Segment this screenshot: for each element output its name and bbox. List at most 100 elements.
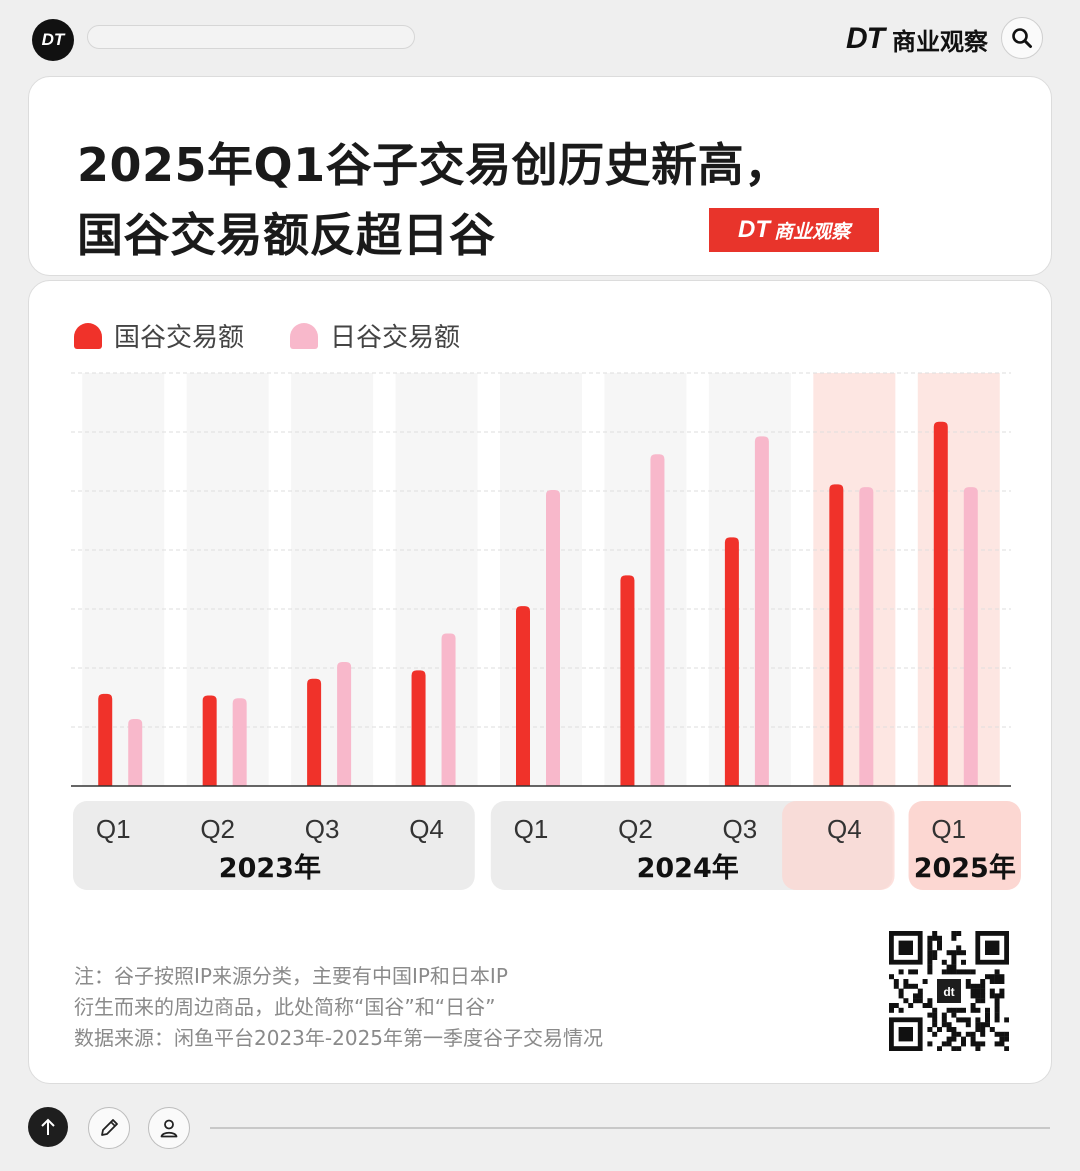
qr-module bbox=[951, 969, 957, 975]
chart-title-line-2: 国谷交易额反超日谷 bbox=[77, 208, 496, 262]
column-band bbox=[708, 373, 791, 786]
chart-card: 国谷交易额 日谷交易额 Q1 Q2 Q3 Q4 2023年 Q1 Q2 Q3 Q4 2024年 Q1… bbox=[28, 280, 1052, 1084]
qr-module bbox=[1004, 1046, 1009, 1051]
edit-button[interactable] bbox=[88, 1107, 130, 1149]
footnote-line-2: 衍生而来的周边商品，此处简称“国谷”和“日谷” bbox=[74, 995, 496, 1019]
qr-module bbox=[989, 988, 995, 994]
profile-button[interactable] bbox=[148, 1107, 190, 1149]
qr-module bbox=[994, 993, 1000, 999]
qr-module bbox=[932, 1012, 938, 1018]
qr-module bbox=[975, 983, 981, 989]
bar-domestic bbox=[202, 695, 217, 786]
footnote: 注：谷子按照IP来源分类，主要有中国IP和日本IP 衍生而来的周边商品，此处简称… bbox=[74, 961, 603, 1054]
qr-module bbox=[908, 983, 914, 989]
qr-module bbox=[951, 964, 957, 970]
qr-module bbox=[961, 1007, 966, 1013]
qr-module bbox=[975, 1041, 981, 1047]
column-band bbox=[395, 373, 478, 786]
bottom-divider bbox=[210, 1127, 1050, 1129]
search-button[interactable] bbox=[1001, 17, 1043, 59]
qr-module bbox=[927, 1003, 933, 1008]
qr-module bbox=[994, 998, 1000, 1004]
bar-chart: Q1 Q2 Q3 Q4 2023年 Q1 Q2 Q3 Q4 2024年 Q1 2025年 bbox=[71, 372, 1021, 890]
qr-module bbox=[932, 931, 938, 936]
bar-japanese bbox=[754, 436, 769, 786]
qr-module bbox=[975, 1007, 981, 1013]
bar-domestic bbox=[933, 421, 948, 786]
top-bar: DT DT 商业观察 bbox=[0, 0, 1080, 76]
column-band bbox=[186, 373, 269, 786]
qr-module bbox=[951, 950, 957, 956]
qr-module bbox=[927, 950, 933, 956]
qr-module bbox=[999, 1031, 1005, 1037]
qr-module bbox=[965, 983, 971, 989]
qr-module bbox=[927, 945, 933, 951]
qr-module bbox=[932, 950, 938, 956]
dt-logo[interactable]: DT bbox=[32, 19, 74, 61]
year-label: 2024年 bbox=[637, 852, 739, 884]
qr-module bbox=[994, 979, 1000, 984]
footnote-line-1: 注：谷子按照IP来源分类，主要有中国IP和日本IP bbox=[74, 964, 508, 988]
qr-module bbox=[889, 974, 894, 980]
qr-module bbox=[1004, 1031, 1009, 1037]
qr-module bbox=[941, 959, 947, 965]
qr-module bbox=[994, 969, 1000, 975]
qr-module bbox=[989, 979, 995, 984]
bar-japanese bbox=[963, 487, 978, 786]
qr-module bbox=[970, 969, 976, 975]
brand-logo: DT 商业观察 bbox=[846, 20, 988, 58]
qr-code[interactable]: dt bbox=[889, 931, 1009, 1051]
qr-module bbox=[980, 1022, 986, 1028]
qr-finder bbox=[985, 940, 1000, 955]
qr-module bbox=[937, 940, 942, 946]
qr-module bbox=[994, 1007, 1000, 1013]
scroll-top-button[interactable] bbox=[28, 1107, 68, 1147]
qr-module bbox=[994, 1012, 1000, 1018]
qr-module bbox=[889, 1007, 894, 1013]
qr-module bbox=[946, 1041, 952, 1047]
highlight-band bbox=[813, 373, 896, 786]
qr-module bbox=[951, 1007, 957, 1013]
qr-module bbox=[937, 945, 942, 951]
year-label: 2023年 bbox=[219, 852, 321, 884]
qr-module bbox=[980, 1027, 986, 1032]
qr-module bbox=[927, 955, 933, 960]
source-line: 数据来源：闲鱼平台2023年-2025年第一季度谷子交易情况 bbox=[74, 1026, 604, 1050]
qr-module bbox=[927, 969, 933, 975]
search-bar[interactable] bbox=[87, 25, 415, 49]
qr-module bbox=[980, 998, 986, 1004]
qr-module bbox=[975, 1022, 981, 1028]
qr-module bbox=[985, 1022, 990, 1028]
pencil-icon bbox=[101, 1119, 118, 1136]
x-tick-label: Q1 bbox=[96, 814, 131, 844]
qr-module bbox=[951, 1027, 957, 1032]
qr-module bbox=[965, 1017, 971, 1023]
user-icon bbox=[160, 1119, 178, 1138]
qr-module bbox=[932, 955, 938, 960]
x-tick-label: Q3 bbox=[305, 814, 340, 844]
qr-module bbox=[917, 988, 923, 994]
qr-module bbox=[994, 1041, 1000, 1047]
chart-title-line-1: 2025年Q1谷子交易创历史新高， bbox=[77, 138, 791, 192]
qr-module bbox=[927, 959, 933, 965]
qr-module bbox=[965, 979, 971, 984]
qr-module bbox=[970, 988, 976, 994]
qr-module bbox=[927, 935, 933, 941]
qr-module bbox=[975, 998, 981, 1004]
qr-module bbox=[989, 993, 995, 999]
arrow-up-icon bbox=[41, 1118, 55, 1135]
qr-module bbox=[913, 998, 918, 1004]
qr-finder bbox=[898, 1027, 913, 1042]
x-tick-label: Q4 bbox=[409, 814, 444, 844]
qr-module bbox=[994, 974, 1000, 980]
qr-module bbox=[965, 1031, 971, 1037]
bar-domestic bbox=[516, 606, 530, 786]
qr-module bbox=[1004, 1017, 1009, 1023]
highlight-band bbox=[917, 373, 1000, 786]
x-tick-label: Q3 bbox=[723, 814, 758, 844]
qr-module bbox=[989, 974, 995, 980]
qr-module bbox=[941, 1022, 947, 1028]
qr-module bbox=[932, 1022, 938, 1028]
qr-module bbox=[932, 1017, 938, 1023]
year-label: 2025年 bbox=[914, 852, 1016, 884]
